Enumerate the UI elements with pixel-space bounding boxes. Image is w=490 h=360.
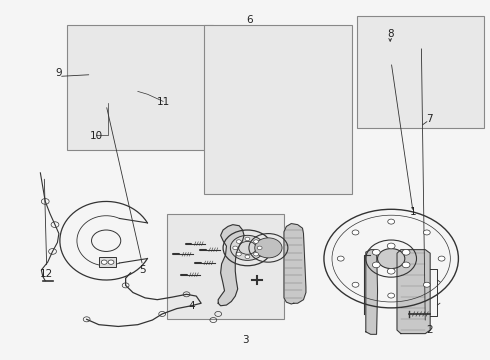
Circle shape [236, 252, 241, 256]
Text: 5: 5 [139, 265, 146, 275]
Polygon shape [284, 224, 306, 304]
Text: 7: 7 [426, 114, 433, 124]
Circle shape [402, 249, 410, 255]
Circle shape [352, 282, 359, 287]
Circle shape [402, 262, 410, 268]
Bar [167, 214, 284, 319]
Circle shape [245, 237, 250, 241]
Circle shape [372, 262, 380, 268]
Circle shape [230, 235, 265, 260]
Text: 12: 12 [40, 269, 53, 279]
Polygon shape [366, 249, 377, 334]
Bar [99, 257, 116, 267]
Bar [67, 24, 213, 150]
Text: 3: 3 [242, 335, 248, 345]
Circle shape [352, 230, 359, 235]
Circle shape [377, 249, 405, 269]
Circle shape [245, 255, 250, 258]
Polygon shape [397, 249, 430, 334]
Circle shape [438, 256, 445, 261]
Circle shape [387, 243, 395, 249]
Text: 8: 8 [387, 29, 393, 39]
Text: 4: 4 [188, 301, 195, 311]
Text: 1: 1 [410, 207, 416, 217]
Circle shape [254, 252, 259, 256]
Circle shape [254, 240, 259, 243]
Text: 2: 2 [426, 325, 433, 335]
Polygon shape [218, 225, 244, 306]
Circle shape [337, 256, 344, 261]
Text: 11: 11 [156, 97, 170, 107]
Circle shape [101, 260, 107, 264]
Bar [357, 17, 484, 128]
Circle shape [423, 230, 430, 235]
Circle shape [108, 260, 114, 264]
Text: 6: 6 [246, 15, 253, 25]
Circle shape [233, 246, 238, 249]
Text: 9: 9 [55, 68, 62, 78]
Circle shape [423, 282, 430, 287]
Circle shape [255, 238, 282, 258]
Circle shape [236, 240, 241, 243]
Bar [203, 24, 352, 194]
Circle shape [387, 268, 395, 274]
Circle shape [372, 249, 380, 255]
Text: 10: 10 [89, 131, 102, 141]
Circle shape [257, 246, 262, 249]
Circle shape [388, 293, 394, 298]
Circle shape [388, 219, 394, 224]
